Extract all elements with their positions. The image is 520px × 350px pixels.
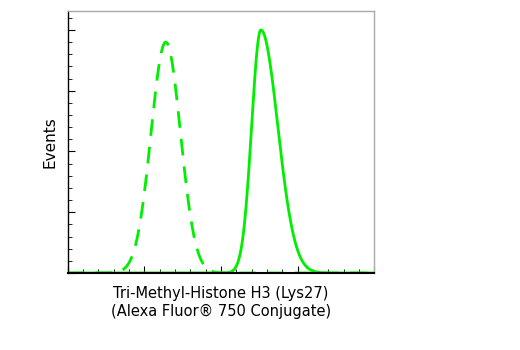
Y-axis label: Events: Events	[42, 116, 57, 168]
X-axis label: Tri-Methyl-Histone H3 (Lys27)
(Alexa Fluor® 750 Conjugate): Tri-Methyl-Histone H3 (Lys27) (Alexa Flu…	[111, 286, 331, 318]
